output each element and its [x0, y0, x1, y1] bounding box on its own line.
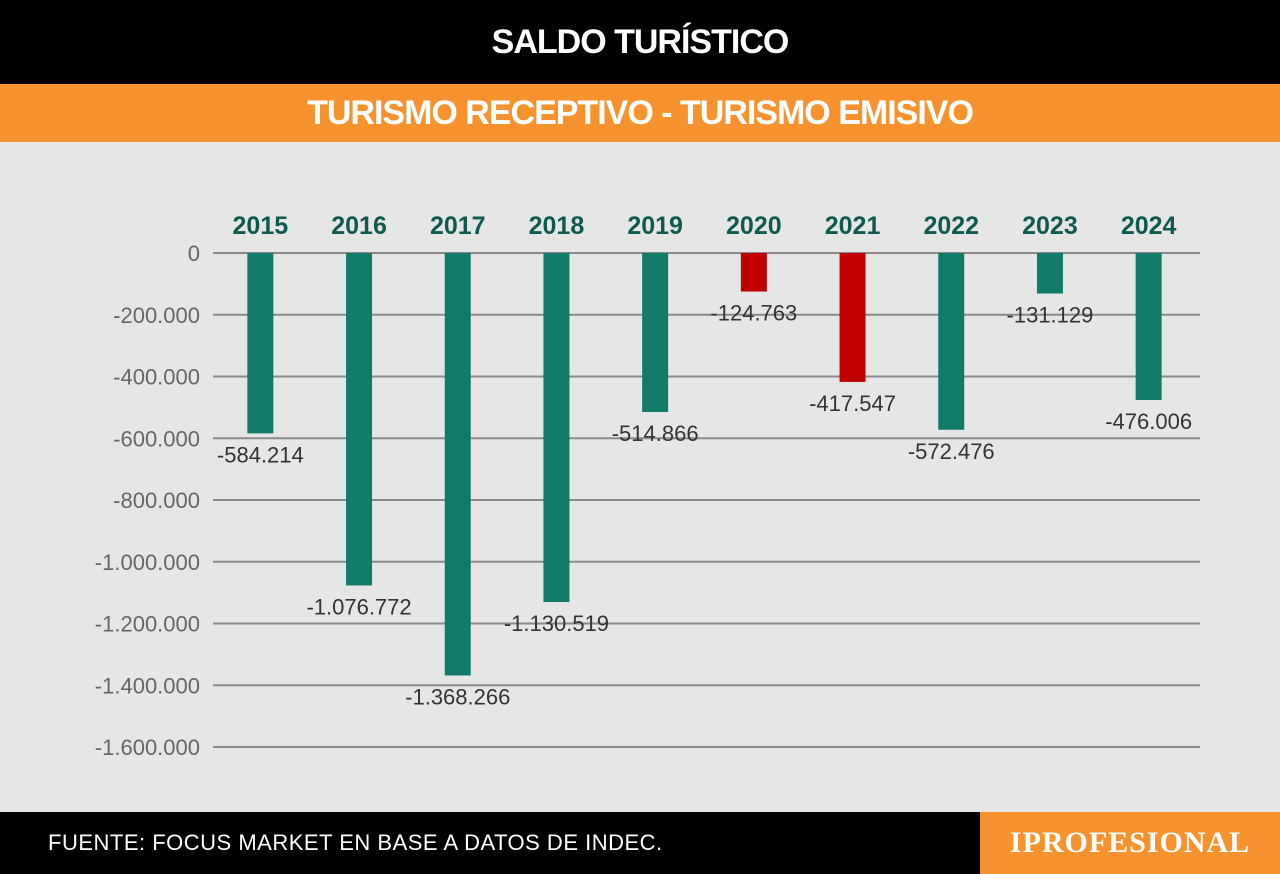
category-label: 2020 — [726, 212, 782, 240]
bar-chart: 0 -200.000 -400.000 -600.000 -800.000 -1.000.… — [95, 212, 1200, 760]
footer: FUENTE: FOCUS MARKET EN BASE A DATOS DE … — [0, 812, 1280, 874]
bar — [938, 253, 965, 430]
chart-area: 0 -200.000 -400.000 -600.000 -800.000 -1.000.… — [0, 142, 1280, 812]
data-label: -1.130.519 — [504, 611, 609, 636]
category-label: 2015 — [233, 212, 289, 240]
data-label: -572.476 — [908, 439, 995, 464]
y-tick-label: -1.000.000 — [95, 550, 200, 575]
bar — [839, 253, 866, 382]
data-label: -514.866 — [612, 421, 699, 446]
category-label: 2021 — [825, 212, 881, 240]
y-tick-label: -1.400.000 — [95, 673, 200, 698]
data-label: -1.368.266 — [405, 684, 510, 709]
bar — [740, 253, 767, 292]
data-label: -1.076.772 — [306, 594, 411, 619]
bar — [444, 253, 471, 676]
category-label: 2018 — [529, 212, 585, 240]
y-tick-label: -600.000 — [113, 426, 200, 451]
bar — [642, 253, 669, 412]
category-label: 2016 — [331, 212, 387, 240]
data-label: -584.214 — [217, 442, 304, 467]
y-tick-label: -1.600.000 — [95, 735, 200, 760]
bar — [543, 253, 570, 603]
y-tick-label: 0 — [188, 241, 200, 266]
chart-title: SALDO TURÍSTICO — [0, 0, 1280, 84]
category-label: 2017 — [430, 212, 486, 240]
brand-logo: IPROFESIONAL — [980, 812, 1280, 874]
y-tick-label: -800.000 — [113, 488, 200, 513]
y-tick-label: -200.000 — [113, 303, 200, 328]
y-tick-label: -1.200.000 — [95, 612, 200, 637]
bar — [1036, 253, 1063, 294]
bar — [1135, 253, 1162, 400]
data-label: -124.763 — [710, 301, 797, 326]
category-label: 2019 — [627, 212, 683, 240]
category-label: 2024 — [1121, 212, 1177, 240]
y-tick-label: -400.000 — [113, 365, 200, 390]
source-note: FUENTE: FOCUS MARKET EN BASE A DATOS DE … — [48, 830, 663, 855]
category-label: 2023 — [1022, 212, 1078, 240]
data-label: -417.547 — [809, 391, 896, 416]
category-label: 2022 — [923, 212, 979, 240]
chart-subtitle: TURISMO RECEPTIVO - TURISMO EMISIVO — [0, 84, 1280, 142]
bar — [346, 253, 373, 586]
data-label: -476.006 — [1105, 409, 1192, 434]
data-label: -131.129 — [1007, 302, 1094, 327]
bar — [247, 253, 274, 434]
